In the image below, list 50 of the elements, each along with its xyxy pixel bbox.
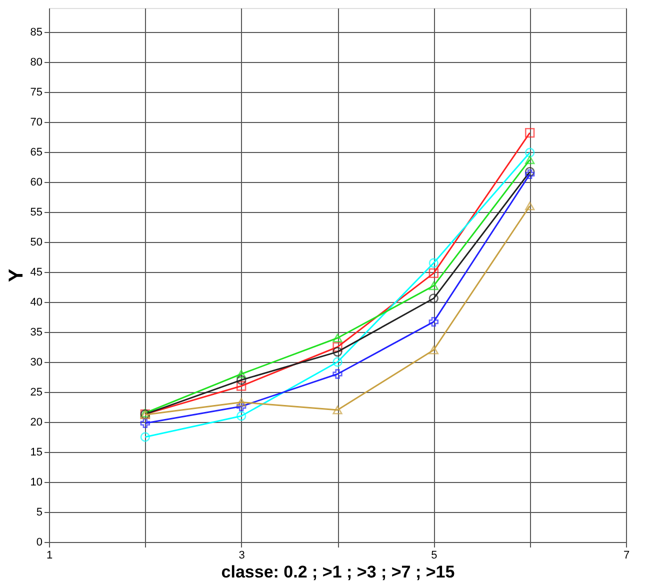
y-tick-label: 60 (30, 176, 42, 188)
point (428, 346, 438, 354)
point (332, 334, 342, 342)
y-tick-label: 5 (36, 506, 42, 518)
y-tick-label: 40 (30, 296, 42, 308)
y-tick-label: 80 (30, 56, 42, 68)
y-tick-label: 35 (30, 326, 42, 338)
y-tick-label: 70 (30, 116, 42, 128)
point (332, 346, 342, 357)
point (236, 402, 246, 412)
x-axis-title: classe: 0.2 ; >1 ; >3 ; >7 ; >15 (221, 562, 455, 581)
point (428, 282, 438, 290)
y-tick-label: 30 (30, 356, 42, 368)
y-tick-label: 45 (30, 266, 42, 278)
point (236, 411, 246, 421)
y-tick-label: 65 (30, 146, 42, 158)
y-tick-label: 75 (30, 86, 42, 98)
y-tick-label: 10 (30, 476, 42, 488)
point (428, 268, 438, 278)
y-tick-label: 55 (30, 206, 42, 218)
point (428, 316, 438, 327)
point (140, 418, 150, 428)
point (525, 128, 535, 138)
point (236, 398, 246, 406)
point (236, 370, 246, 378)
point (525, 169, 535, 180)
point (332, 369, 342, 379)
y-tick-label: 85 (30, 26, 42, 38)
x-tick-label: 7 (623, 550, 630, 562)
point (332, 406, 342, 414)
point (428, 294, 438, 304)
y-tick-label: 25 (30, 386, 42, 398)
y-tick-label: 20 (30, 416, 42, 428)
y-tick-label: 15 (30, 446, 42, 458)
point (140, 432, 150, 442)
point (236, 375, 246, 385)
point (332, 357, 342, 367)
y-axis-title: Y (5, 268, 28, 282)
point (428, 258, 438, 268)
y-tick-label: 50 (30, 236, 42, 248)
y-tick-label: 0 (36, 536, 42, 548)
point (525, 156, 535, 164)
x-tick-label: 1 (46, 550, 53, 562)
x-tick-label: 3 (238, 550, 245, 562)
x-tick-label: 5 (431, 550, 438, 562)
point (236, 381, 246, 391)
point (525, 166, 535, 177)
point (525, 202, 535, 210)
point (332, 342, 342, 352)
point (525, 148, 535, 158)
